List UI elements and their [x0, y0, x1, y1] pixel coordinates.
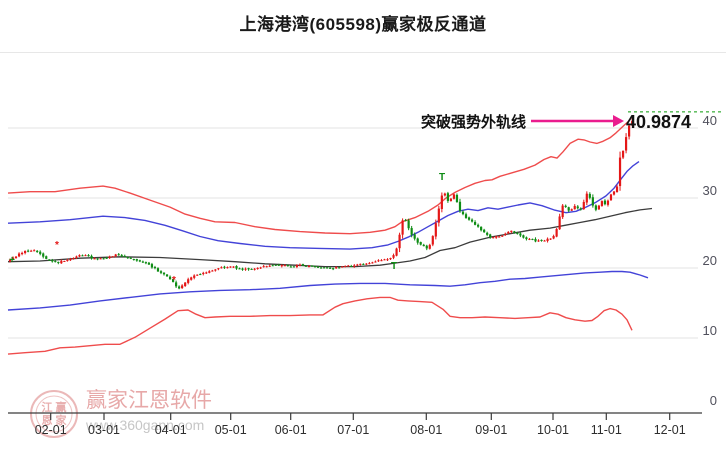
y-tick-label: 40: [703, 113, 717, 128]
chart-title: 上海港湾(605598)赢家极反通道: [239, 15, 487, 34]
y-tick-label: 20: [703, 253, 717, 268]
label: 恩: [42, 414, 53, 427]
x-tick-label: 06-01: [275, 423, 307, 437]
x-axis: 02-01 03-01 04-01 05-01 06-01 07-01 08-01 09-01…: [8, 412, 702, 437]
y-axis-labels: 40 30 20 10 0: [703, 113, 717, 408]
x-tick-label: 12-01: [654, 423, 686, 437]
candles-layer: [8, 118, 634, 290]
y-tick-label: 30: [703, 183, 717, 198]
watermark: 江赢恩 家 赢家江恩软件 www.360gann.com: [30, 389, 212, 438]
label: 家: [56, 413, 68, 427]
watermark-seal-icon: [30, 390, 78, 438]
signal-marks: * * T T +: [9, 172, 445, 286]
x-tick-label: 11-01: [591, 423, 622, 437]
signal-mark: T: [439, 172, 445, 183]
y-tick-label: 10: [703, 323, 717, 338]
signal-mark: +: [9, 255, 15, 266]
signal-mark: *: [55, 240, 59, 251]
channel-line-middle: [7, 207, 653, 268]
breakout-annotation-text: 突破强势外轨线: [421, 113, 526, 131]
x-tick-label: 02-01: [35, 423, 67, 437]
signal-mark: *: [172, 275, 176, 286]
x-tick-label: 09-01: [475, 423, 507, 437]
gridlines: [8, 127, 698, 339]
breakout-price-label: 40.9874: [626, 112, 691, 132]
title-divider: [0, 52, 726, 53]
x-tick-label: 05-01: [215, 423, 247, 437]
x-tick-label: 04-01: [155, 423, 187, 437]
channel-line-outer-lower: [7, 296, 633, 355]
label: 江: [42, 400, 53, 414]
breakout-arrow-head-icon: [613, 115, 624, 127]
signal-mark: T: [391, 261, 397, 272]
label: 赢: [56, 400, 67, 414]
x-tick-label: 08-01: [410, 423, 442, 437]
x-tick-label: 10-01: [537, 423, 569, 437]
channel-line-outer-upper: [7, 121, 629, 235]
channel-line-inner-lower: [7, 270, 649, 311]
breakout-annotation: 突破强势外轨线 40.9874: [421, 112, 691, 132]
watermark-brand: 赢家江恩软件: [86, 389, 212, 412]
watermark-url: www.360gann.com: [85, 417, 204, 433]
x-tick-label: 07-01: [337, 423, 369, 437]
y-tick-label: 0: [710, 393, 717, 408]
x-tick-label: 03-01: [88, 423, 120, 437]
channel-line-inner-upper: [7, 161, 640, 250]
